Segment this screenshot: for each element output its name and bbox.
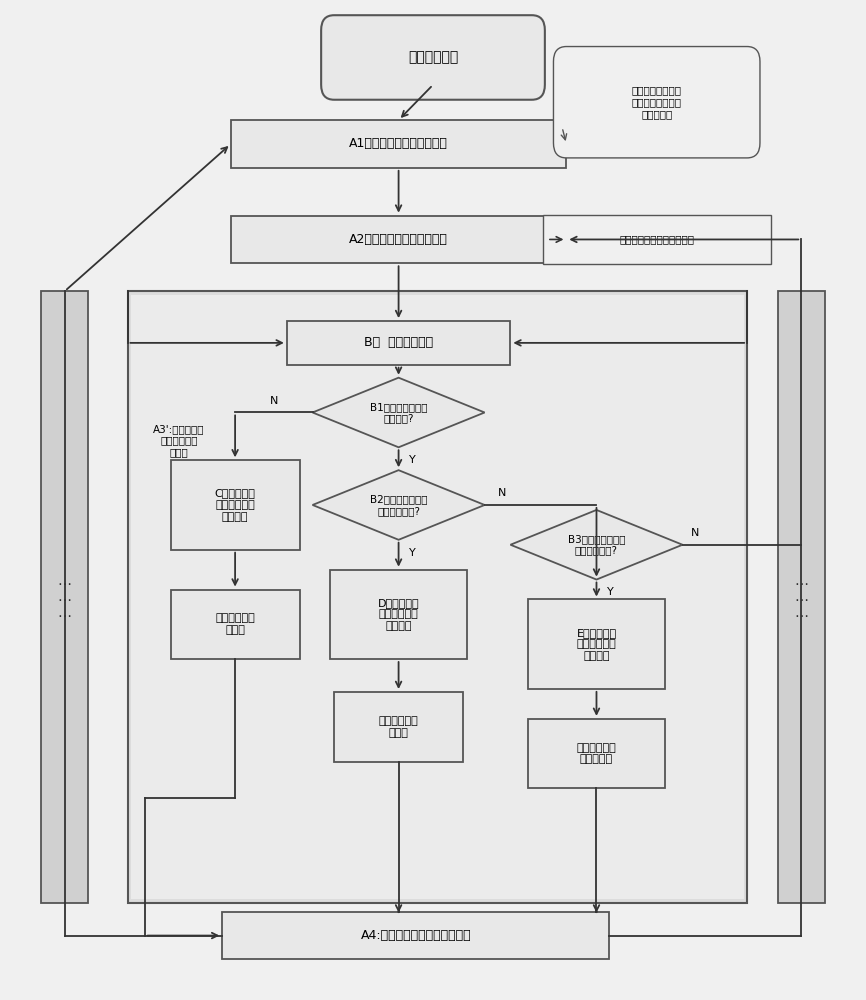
FancyBboxPatch shape [330,570,468,659]
Text: 构建子网的等
效子网: 构建子网的等 效子网 [378,716,418,738]
Text: B2：完整资源足够
构建等效子网?: B2：完整资源足够 构建等效子网? [370,494,427,516]
FancyBboxPatch shape [527,599,665,689]
Polygon shape [313,378,485,447]
Text: N: N [269,396,278,406]
Text: A4:用新构建子网替换原有子网: A4:用新构建子网替换原有子网 [360,929,471,942]
Text: A1：确定要拓扑变换的子网: A1：确定要拓扑变换的子网 [349,137,448,150]
Text: 拓扑变换开始: 拓扑变换开始 [408,50,458,64]
FancyBboxPatch shape [287,321,510,365]
Text: 根据不同约束条件选择流程: 根据不同约束条件选择流程 [619,234,695,244]
Text: B1：资源足够构建
等效子网?: B1：资源足够构建 等效子网? [370,402,427,423]
Text: N: N [498,488,506,498]
FancyBboxPatch shape [127,291,747,903]
FancyBboxPatch shape [231,120,566,168]
FancyBboxPatch shape [543,215,771,264]
FancyBboxPatch shape [41,291,88,903]
Text: E：根据分解
目标进行子网
等效分解: E：根据分解 目标进行子网 等效分解 [577,628,617,661]
FancyBboxPatch shape [171,460,300,550]
Polygon shape [313,470,485,540]
Text: A2：对该子网进行抽象描述: A2：对该子网进行抽象描述 [349,233,448,246]
Text: …
…
…: … … … [794,574,808,620]
FancyBboxPatch shape [778,291,825,903]
Text: A3':基于可用冗
余资源构建等
效子网: A3':基于可用冗 余资源构建等 效子网 [153,424,205,457]
FancyBboxPatch shape [321,15,545,100]
Text: Y: Y [409,548,416,558]
Text: B：  判定资源状态: B： 判定资源状态 [364,336,433,349]
Text: D：根据约束
条件判定如何
选择算法: D：根据约束 条件判定如何 选择算法 [378,598,419,631]
Text: 可以是一条链路、
一个节点或者是一
个联通子网: 可以是一条链路、 一个节点或者是一 个联通子网 [631,86,682,119]
Text: Y: Y [409,455,416,465]
FancyBboxPatch shape [334,692,463,762]
FancyBboxPatch shape [3,3,863,997]
FancyBboxPatch shape [131,295,744,899]
Text: 构建子网的等
效子网: 构建子网的等 效子网 [216,614,255,635]
Polygon shape [510,510,682,580]
FancyBboxPatch shape [527,719,665,788]
Text: B3：碎片资源足够
构建等效子网?: B3：碎片资源足够 构建等效子网? [568,534,625,556]
Text: C：根据约束
条件判定如何
选择算法: C：根据约束 条件判定如何 选择算法 [215,488,255,522]
FancyBboxPatch shape [231,216,566,263]
Text: Y: Y [607,587,613,597]
Text: 构建分解子网
的等效子网: 构建分解子网 的等效子网 [577,743,617,764]
FancyBboxPatch shape [171,589,300,659]
Text: N: N [691,528,700,538]
Text: …
…
…: … … … [58,574,72,620]
FancyBboxPatch shape [223,912,610,959]
FancyBboxPatch shape [553,47,760,158]
